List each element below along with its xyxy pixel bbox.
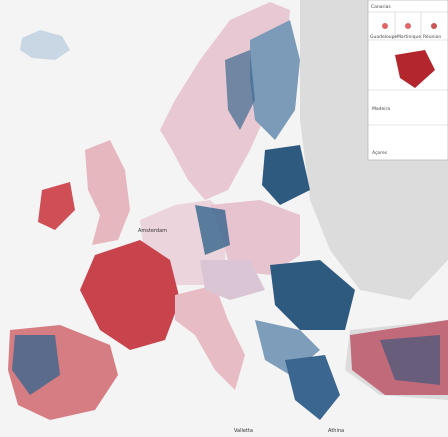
inset-label: Açores: [372, 150, 388, 156]
city-label: Athina: [328, 428, 344, 434]
inset-label: Réunion: [423, 33, 441, 40]
inset-label: Guadeloupe: [370, 34, 397, 40]
romania: [270, 260, 355, 330]
inset-label: Martinique: [397, 34, 421, 40]
poland: [210, 200, 300, 275]
inset-island: [405, 23, 411, 29]
guyane: [395, 50, 435, 88]
finland: [250, 20, 300, 140]
inset-island: [382, 23, 388, 29]
east-germany: [195, 205, 230, 255]
france: [80, 240, 180, 350]
inset-label: Canarias: [371, 4, 391, 10]
greece: [285, 355, 340, 420]
iceland: [20, 30, 70, 60]
city-label: Amsterdam: [138, 228, 167, 234]
inset-island: [431, 23, 437, 29]
spain-west: [12, 335, 60, 395]
inset-label: Madeira: [372, 106, 390, 112]
sweden-north: [225, 50, 255, 130]
italy: [175, 285, 245, 390]
great-britain: [85, 140, 130, 245]
city-label: Valletta: [234, 428, 253, 434]
central-europe: [200, 260, 265, 300]
ireland: [38, 182, 75, 230]
turkey-east: [380, 335, 440, 385]
baltics: [262, 145, 310, 205]
